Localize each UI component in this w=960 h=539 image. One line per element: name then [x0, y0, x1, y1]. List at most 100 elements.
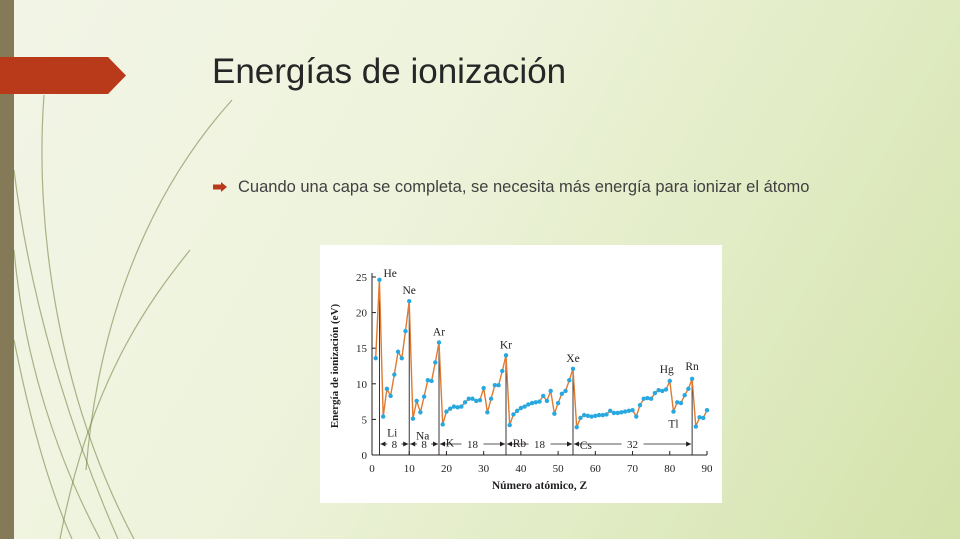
element-label: Li	[387, 428, 397, 440]
data-point	[641, 396, 646, 401]
data-point	[425, 378, 431, 383]
y-tick-label: 25	[356, 272, 368, 284]
period-span-arrowhead	[686, 441, 692, 447]
x-tick-label: 60	[590, 463, 602, 475]
x-tick-label: 0	[369, 463, 375, 475]
element-label: Rn	[685, 361, 699, 373]
data-point	[470, 396, 475, 401]
data-point	[622, 409, 628, 414]
data-point	[567, 378, 572, 383]
data-point	[552, 411, 557, 416]
data-point	[373, 355, 378, 361]
data-point	[529, 400, 535, 406]
data-point	[537, 399, 542, 404]
data-point	[421, 394, 427, 399]
data-point	[533, 400, 538, 405]
element-label: K	[446, 437, 455, 449]
data-point	[399, 355, 404, 361]
y-tick-label: 0	[362, 450, 368, 462]
title-accent-arrow	[0, 57, 126, 94]
chart-svg: 0 10 20 30 40 50 60 70 80 90 0 5 10 15 20 25 Número atóm…	[329, 268, 714, 492]
data-point	[656, 388, 661, 393]
period-span-arrowhead	[500, 441, 505, 447]
data-point	[455, 405, 460, 410]
data-point	[637, 402, 643, 408]
data-point	[388, 393, 393, 399]
data-point	[548, 388, 553, 394]
y-tick-label: 20	[356, 308, 368, 320]
data-point	[485, 410, 490, 415]
series-line	[375, 279, 708, 428]
element-label: Kr	[500, 339, 512, 351]
bullet-item: Cuando una capa se completa, se necesita…	[213, 177, 883, 198]
data-point	[403, 328, 408, 334]
data-point	[570, 366, 576, 372]
data-point	[447, 406, 453, 411]
data-point	[596, 412, 602, 418]
data-point	[410, 416, 416, 421]
data-point	[574, 425, 579, 430]
y-tick-label: 5	[362, 414, 368, 426]
y-tick-label: 15	[356, 343, 368, 355]
x-tick-label: 40	[515, 463, 527, 475]
element-label: Xe	[566, 353, 579, 365]
data-point	[645, 395, 650, 401]
data-point	[682, 392, 687, 398]
data-point	[555, 400, 561, 406]
data-point	[604, 412, 609, 417]
data-point	[440, 422, 445, 427]
period-span-arrowhead	[574, 441, 579, 447]
slide-title: Energías de ionización	[212, 52, 567, 91]
data-point	[492, 383, 498, 388]
y-axis-title: Energía de ionización (eV)	[329, 303, 341, 428]
data-point	[514, 408, 520, 414]
period-span-label: 32	[627, 439, 638, 451]
data-point	[511, 412, 516, 417]
data-point	[611, 410, 617, 416]
data-point	[488, 396, 494, 401]
data-point	[466, 396, 471, 401]
data-point	[559, 391, 565, 396]
data-point	[585, 413, 591, 419]
period-span-label: 8	[421, 439, 427, 451]
data-point	[522, 404, 527, 409]
data-point	[581, 412, 587, 418]
element-label: Rb	[513, 438, 527, 450]
period-span-label: 8	[392, 439, 398, 451]
bullet-text: Cuando una capa se completa, se necesita…	[238, 178, 810, 196]
data-point	[630, 407, 635, 413]
data-point	[675, 400, 680, 405]
data-point	[392, 372, 397, 377]
element-label: Tl	[668, 419, 678, 431]
data-point	[474, 398, 479, 404]
data-point	[481, 385, 486, 391]
data-point	[704, 407, 710, 413]
period-span-arrowhead	[410, 441, 416, 447]
data-point	[518, 405, 524, 411]
data-point	[433, 360, 438, 365]
x-tick-label: 10	[404, 463, 416, 475]
data-point	[667, 378, 672, 384]
ionization-chart: 0 10 20 30 40 50 60 70 80 90 0 5 10 15 20 25 Número atóm…	[320, 245, 722, 503]
data-point	[671, 409, 676, 414]
data-point	[578, 415, 583, 421]
period-span-arrowhead	[380, 441, 386, 447]
x-tick-label: 50	[553, 463, 565, 475]
data-point	[429, 378, 434, 384]
data-point	[541, 393, 546, 399]
arrow-bullet-icon	[213, 182, 227, 192]
data-point	[619, 410, 624, 415]
data-point	[652, 390, 658, 396]
data-point	[380, 414, 386, 419]
data-point	[697, 415, 702, 420]
data-point	[418, 410, 423, 415]
data-point	[544, 398, 550, 404]
data-point	[377, 277, 382, 283]
data-point	[444, 409, 449, 414]
period-span-arrowhead	[440, 441, 445, 447]
data-point	[500, 368, 505, 374]
x-tick-label: 90	[702, 463, 714, 475]
data-point	[507, 422, 512, 428]
data-point	[678, 400, 684, 406]
